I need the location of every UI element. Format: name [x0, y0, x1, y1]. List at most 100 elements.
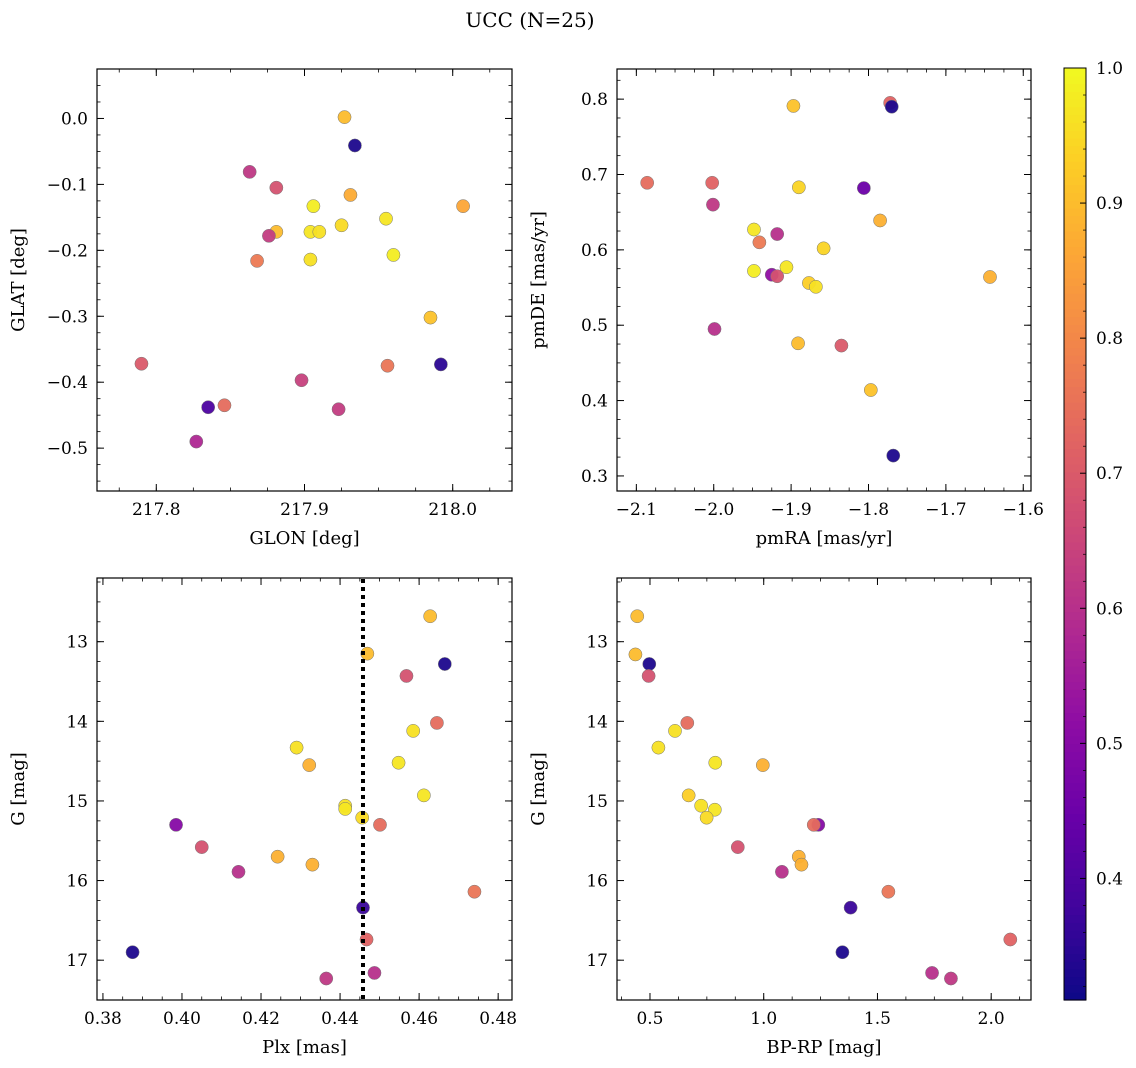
data-point: [779, 260, 794, 275]
colorbar-segment: [1064, 161, 1086, 170]
colorbar-segment: [1064, 596, 1086, 605]
colorbar-segment: [1064, 549, 1086, 558]
y-tick-label: 0.4: [581, 392, 608, 412]
colorbar-segment: [1064, 712, 1086, 721]
colorbar-segment: [1064, 689, 1086, 698]
data-point: [201, 400, 216, 415]
colorbar-segment: [1064, 114, 1086, 123]
y-tick-label: 0.5: [581, 316, 608, 336]
data-point: [269, 180, 284, 195]
colorbar-segment: [1064, 541, 1086, 551]
y-tick-label: 14: [586, 712, 608, 732]
colorbar-segment: [1064, 634, 1086, 644]
colorbar-segment: [1064, 782, 1086, 791]
colorbar-segment: [1064, 269, 1086, 279]
colorbar-segment: [1064, 673, 1086, 683]
y-tick-label: −0.4: [47, 373, 88, 393]
colorbar-segment: [1064, 440, 1086, 450]
scatter-points: [640, 96, 997, 463]
x-tick-label: 2.0: [978, 1009, 1005, 1029]
scatter-points: [628, 609, 1018, 986]
data-point: [873, 213, 887, 228]
y-tick-label: 13: [66, 633, 88, 653]
colorbar-tick-label: 0.4: [1096, 869, 1123, 889]
colorbar-segment: [1064, 316, 1086, 325]
y-tick-label: 17: [66, 951, 88, 971]
data-point: [169, 817, 183, 832]
data-point: [640, 175, 655, 190]
colorbar-segment: [1064, 767, 1086, 776]
data-point: [231, 864, 246, 879]
colorbar-segment: [1064, 145, 1086, 155]
data-point: [262, 228, 276, 243]
colorbar: 0.4 0.5 0.6 0.7 0.8 0.9 1.0: [1063, 59, 1123, 1001]
x-tick-label: 0.40: [163, 1009, 201, 1029]
colorbar-segment: [1064, 207, 1086, 217]
colorbar-segment: [1064, 836, 1086, 846]
data-point: [391, 755, 406, 770]
data-point: [886, 448, 901, 463]
x-tick-label: 218.0: [428, 500, 477, 520]
data-point: [752, 235, 767, 250]
y-tick-label: 0.8: [581, 90, 608, 110]
y-tick-label: 15: [586, 792, 608, 812]
panel-4: 0.5 1.0 1.5 2.0 13 14 15 16 17 BP-RP [mag] G [mag]: [528, 577, 1032, 1058]
x-tick-label: 1.5: [864, 1009, 891, 1029]
colorbar-segment: [1064, 860, 1086, 869]
colorbar-segment: [1064, 720, 1086, 729]
colorbar-segment: [1064, 262, 1086, 271]
colorbar-segment: [1064, 370, 1086, 380]
colorbar-segment: [1064, 153, 1086, 162]
colorbar-tick-label: 0.9: [1096, 194, 1123, 214]
colorbar-segment: [1064, 192, 1086, 201]
colorbar-segment: [1064, 471, 1086, 481]
x-tick-label: 217.8: [132, 500, 181, 520]
colorbar-segment: [1064, 254, 1086, 263]
data-point: [379, 211, 393, 226]
data-point: [360, 646, 375, 661]
y-tick-label: 15: [66, 792, 88, 812]
colorbar-segment: [1064, 844, 1086, 854]
colorbar-segment: [1064, 130, 1086, 139]
colorbar-segment: [1064, 231, 1086, 240]
colorbar-segment: [1064, 704, 1086, 714]
x-axis-label: pmRA [mas/yr]: [756, 528, 893, 549]
panel-3: 0.38 0.40 0.42 0.44 0.46 0.48 13 14 15 16 17 Plx [m…: [8, 577, 517, 1058]
colorbar-segment: [1064, 829, 1086, 838]
x-tick-label: 1.0: [750, 1009, 777, 1029]
data-point: [189, 434, 204, 449]
data-point: [699, 810, 714, 825]
colorbar-segment: [1064, 378, 1086, 388]
colorbar-segment: [1064, 906, 1086, 916]
colorbar-segment: [1064, 184, 1086, 193]
colorbar-segment: [1064, 681, 1086, 690]
y-tick-label: 0.0: [61, 109, 88, 129]
data-point: [668, 724, 682, 738]
data-point: [730, 840, 745, 854]
colorbar-segment: [1064, 875, 1086, 885]
y-axis-label: G [mag]: [528, 752, 549, 825]
colorbar-segment: [1064, 456, 1086, 465]
colorbar-segment: [1064, 572, 1086, 582]
data-point: [386, 248, 401, 262]
colorbar-segment: [1064, 386, 1086, 395]
data-point: [694, 798, 709, 813]
colorbar-segment: [1064, 953, 1086, 962]
data-point: [334, 218, 349, 233]
data-point: [680, 716, 695, 730]
colorbar-segment: [1064, 565, 1086, 574]
data-point: [467, 884, 482, 899]
colorbar-segment: [1064, 658, 1086, 667]
colorbar-segment: [1064, 277, 1086, 287]
colorbar-segment: [1064, 735, 1086, 745]
colorbar-segment: [1064, 293, 1086, 302]
data-point: [651, 740, 666, 755]
colorbar-segment: [1064, 425, 1086, 434]
data-point: [367, 966, 382, 980]
colorbar-segment: [1064, 619, 1086, 628]
y-tick-label: 0.3: [581, 467, 608, 487]
colorbar-segment: [1064, 363, 1086, 372]
plot-frame: [616, 577, 1032, 1001]
colorbar-segment: [1064, 798, 1086, 807]
data-point: [806, 817, 821, 832]
